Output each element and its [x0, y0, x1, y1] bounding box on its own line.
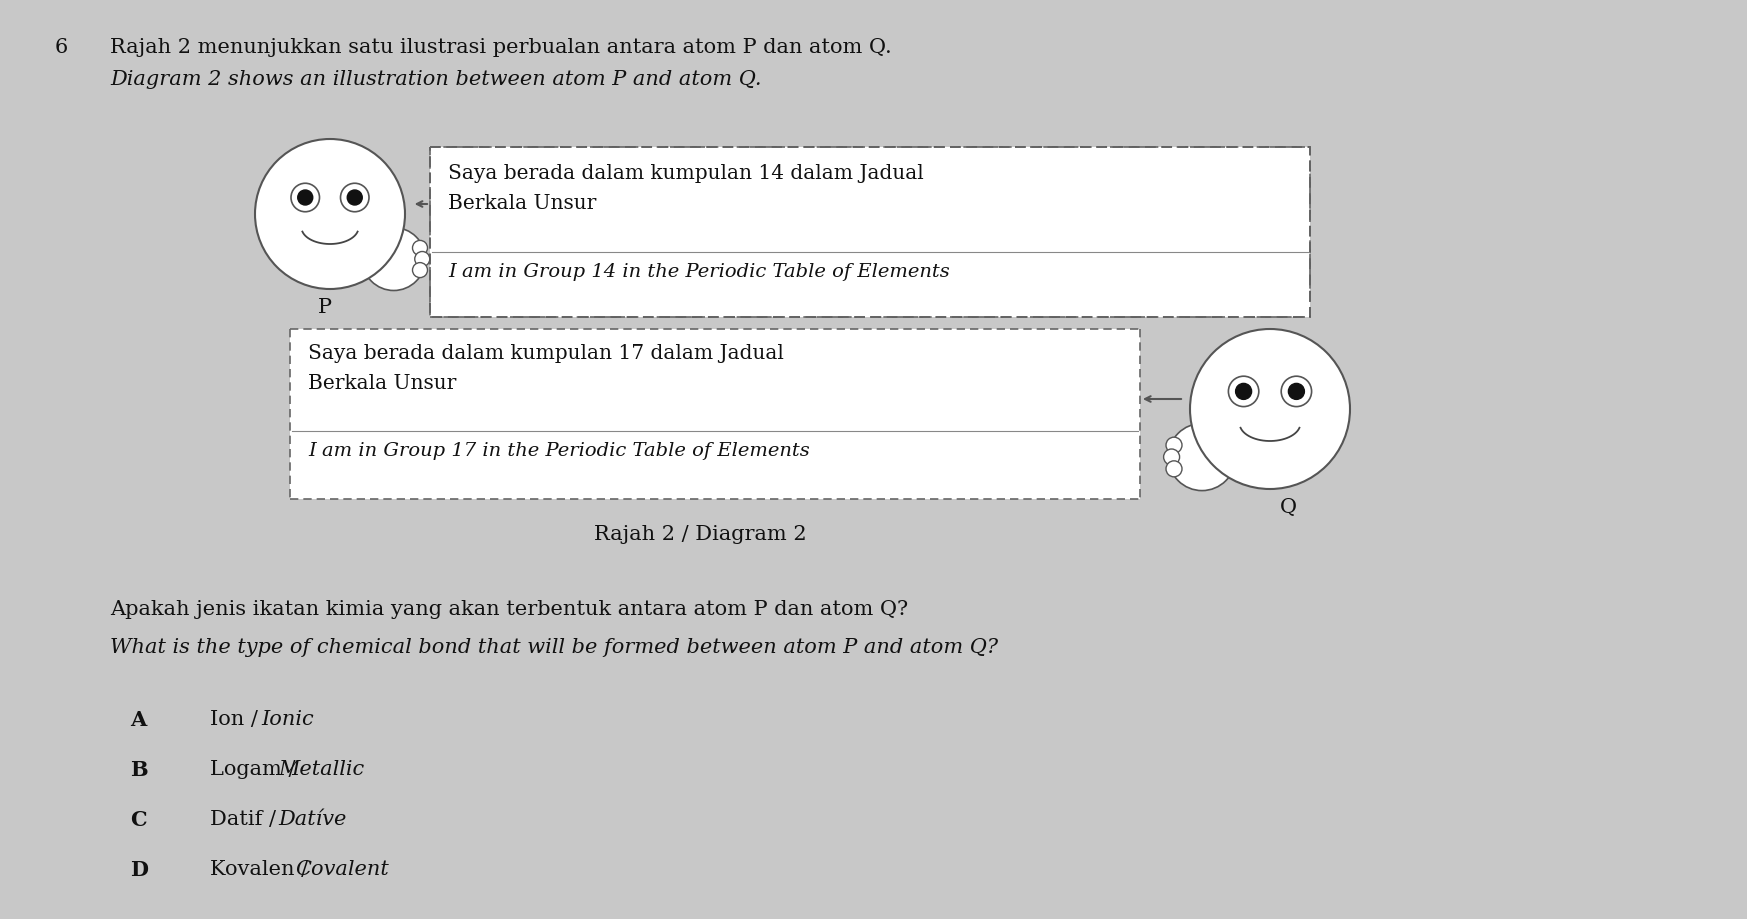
Text: Ionic: Ionic: [260, 709, 314, 728]
Text: P: P: [318, 298, 332, 317]
Circle shape: [1165, 437, 1183, 454]
Text: Kovalen /: Kovalen /: [210, 859, 314, 878]
Text: I am in Group 17 in the Periodic Table of Elements: I am in Group 17 in the Periodic Table o…: [307, 441, 811, 460]
Text: Metallic: Metallic: [278, 759, 365, 778]
Circle shape: [341, 184, 369, 212]
Text: Berkala Unsur: Berkala Unsur: [447, 194, 596, 213]
Circle shape: [414, 252, 430, 267]
FancyBboxPatch shape: [430, 148, 1310, 318]
FancyBboxPatch shape: [290, 330, 1141, 499]
Circle shape: [1288, 384, 1305, 400]
Circle shape: [1164, 449, 1179, 466]
Text: Diagram 2 shows an illustration between atom P and atom Q.: Diagram 2 shows an illustration between …: [110, 70, 762, 89]
Text: Apakah jenis ikatan kimia yang akan terbentuk antara atom P dan atom Q?: Apakah jenis ikatan kimia yang akan terb…: [110, 599, 908, 618]
Text: B: B: [129, 759, 148, 779]
Circle shape: [348, 191, 362, 206]
Text: 6: 6: [54, 38, 68, 57]
Text: Covalent: Covalent: [295, 859, 390, 878]
Text: Saya berada dalam kumpulan 17 dalam Jadual: Saya berada dalam kumpulan 17 dalam Jadu…: [307, 344, 784, 363]
Circle shape: [1281, 377, 1312, 407]
Text: Rajah 2 / Diagram 2: Rajah 2 / Diagram 2: [594, 525, 807, 543]
Text: Logam /: Logam /: [210, 759, 302, 778]
Circle shape: [1190, 330, 1350, 490]
Circle shape: [292, 184, 320, 212]
Text: Rajah 2 menunjukkan satu ilustrasi perbualan antara atom P dan atom Q.: Rajah 2 menunjukkan satu ilustrasi perbu…: [110, 38, 891, 57]
Text: Berkala Unsur: Berkala Unsur: [307, 374, 456, 392]
Text: Ion /: Ion /: [210, 709, 264, 728]
Text: Datíve: Datíve: [278, 809, 346, 828]
Circle shape: [1169, 424, 1235, 491]
Text: Saya berada dalam kumpulan 14 dalam Jadual: Saya berada dalam kumpulan 14 dalam Jadu…: [447, 164, 924, 183]
Text: I am in Group 14 in the Periodic Table of Elements: I am in Group 14 in the Periodic Table o…: [447, 263, 950, 281]
Circle shape: [362, 228, 425, 291]
Text: A: A: [129, 709, 147, 729]
Text: What is the type of chemical bond that will be formed between atom P and atom Q?: What is the type of chemical bond that w…: [110, 637, 998, 656]
Text: Datif /: Datif /: [210, 809, 283, 828]
Circle shape: [1165, 461, 1183, 477]
Circle shape: [255, 140, 405, 289]
Text: C: C: [129, 809, 147, 829]
Text: Q: Q: [1281, 497, 1296, 516]
Circle shape: [412, 241, 428, 256]
Circle shape: [412, 264, 428, 278]
Text: D: D: [129, 859, 148, 879]
Circle shape: [1228, 377, 1260, 407]
Circle shape: [297, 191, 313, 206]
Circle shape: [1235, 384, 1251, 400]
